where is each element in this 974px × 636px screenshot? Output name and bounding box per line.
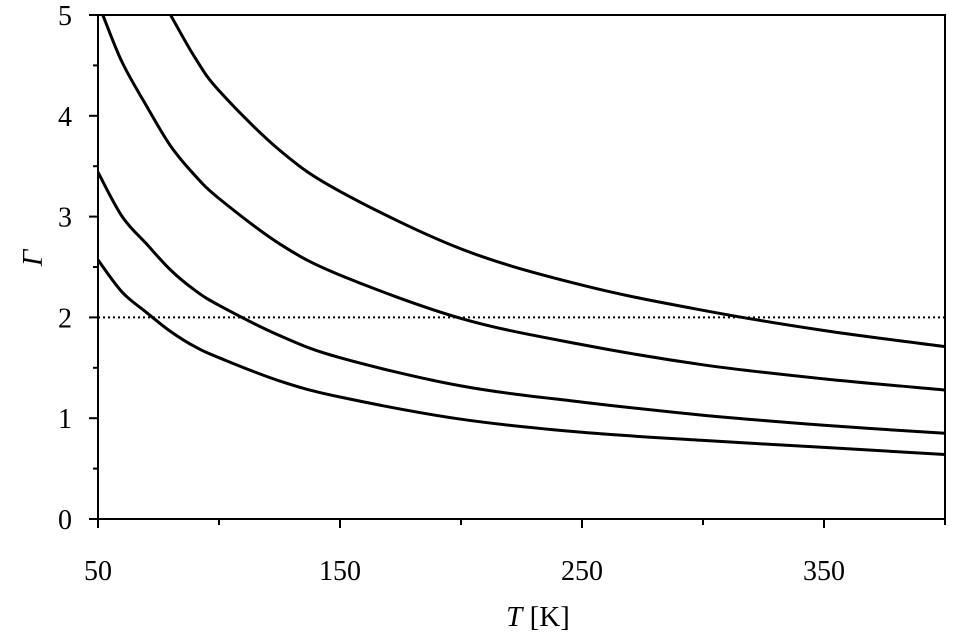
x-axis-label-unit: [K] [522,601,570,633]
y-tick-label: 4 [58,102,72,133]
series-line-1 [98,259,945,456]
x-axis-label: T [K] [506,601,570,633]
series-line-4 [169,15,945,349]
plot-area: 0 1 2 3 4 5 50 150 250 350 [58,1,946,587]
y-tick-label: 0 [58,505,72,536]
x-tick-label: 350 [803,556,845,587]
plot-frame [97,14,946,520]
x-tick-label: 250 [561,556,603,587]
y-tick-label: 3 [58,203,72,234]
y-tick-label: 2 [58,303,72,334]
x-axis-label-var: T [506,601,524,633]
y-tick-label: 5 [58,1,72,32]
series-line-3 [101,15,945,392]
y-axis-label: Γ [17,248,49,267]
series-line-2 [98,171,945,435]
x-tick-label: 150 [319,556,361,587]
x-tick-label: 50 [84,556,112,587]
y-tick-label: 1 [58,404,72,435]
